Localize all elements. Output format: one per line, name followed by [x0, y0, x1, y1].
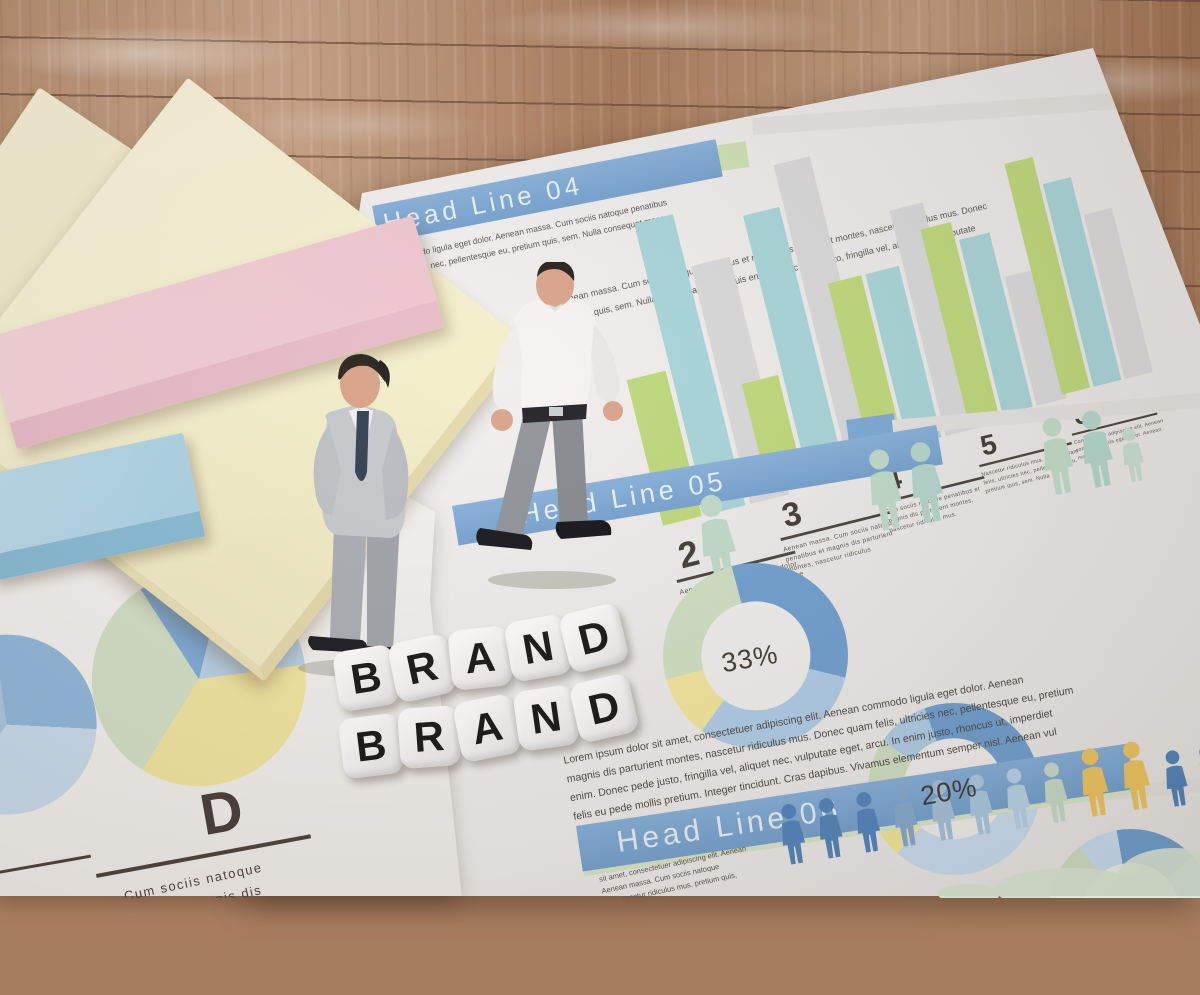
letter-die: R: [386, 632, 458, 704]
letter-die: A: [447, 625, 513, 691]
die-letter: B: [353, 720, 389, 771]
die-letter: A: [467, 701, 507, 754]
figurine-businessman-suit: [298, 354, 422, 677]
die-letter: N: [527, 692, 565, 743]
donut-value-label: 30%: [1095, 895, 1157, 935]
die-letter: R: [412, 712, 446, 762]
left-caption-line-3: montes,: [131, 920, 191, 947]
die-letter: R: [402, 641, 442, 694]
die-letter: A: [462, 632, 498, 683]
die-letter: B: [347, 651, 385, 704]
die-letter: D: [573, 611, 615, 664]
figurine-businessman-shirt: [476, 262, 623, 589]
die-letter: N: [518, 621, 557, 674]
letter-die: R: [396, 704, 462, 770]
letter-die: B: [337, 712, 405, 780]
letter-die: A: [451, 692, 523, 764]
die-letter: D: [583, 681, 624, 734]
